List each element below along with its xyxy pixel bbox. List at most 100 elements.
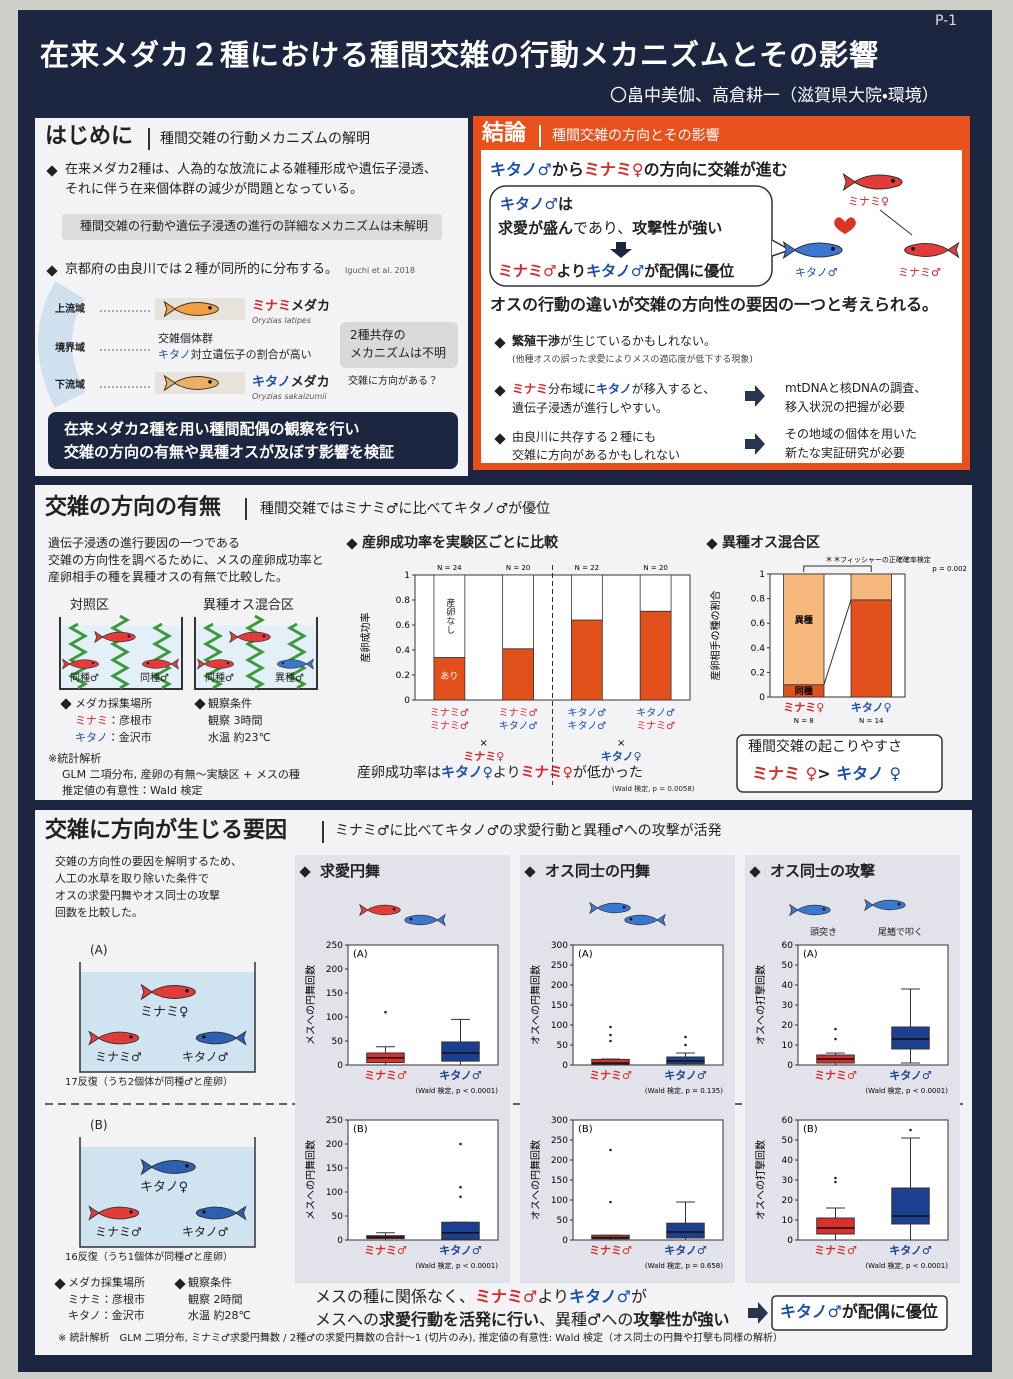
text: GLM 二項分布, 産卵の有無〜実験区 + メスの種 xyxy=(62,768,300,781)
text: ミナミ♂ xyxy=(95,1050,142,1064)
panel-label: (B) xyxy=(353,1124,368,1135)
tank xyxy=(79,1137,256,1248)
y-tick-label: 0 xyxy=(787,1061,793,1071)
fish-icon xyxy=(163,374,219,392)
bar-segment xyxy=(433,574,466,658)
outlier xyxy=(609,1025,612,1029)
text: 人工の水草を取り除いた条件で xyxy=(55,872,209,885)
arrow xyxy=(748,1302,768,1324)
fish-tail xyxy=(235,1205,247,1221)
text-line: 繁殖干渉が生じているかもしれない。 xyxy=(512,334,716,348)
text-segment: キタノ xyxy=(158,348,191,361)
y-tick-label: 0.8 xyxy=(751,595,766,605)
text: 異種オス混合区 xyxy=(203,598,295,613)
summary-box xyxy=(736,734,943,793)
text: 同種♂ xyxy=(70,673,99,684)
text: 同種♂ xyxy=(205,673,234,684)
chart: 0 50 100 150 200 250 メスへの円舞回数 (A) ミナミ♂ キタノ♂ (Wald … xyxy=(304,941,499,1095)
fish-eye xyxy=(392,907,396,911)
fish-eye xyxy=(911,247,915,251)
chart: 0 50 100 150 200 250 メスへの円舞回数 (B) ミナミ♂ キタノ♂ (Wald … xyxy=(304,1116,499,1270)
separator xyxy=(322,821,324,843)
fish-icon xyxy=(163,300,219,318)
bar-segment xyxy=(850,599,892,698)
y-axis-label: オスへの円舞回数 xyxy=(529,965,542,1045)
text-segment: キタノ xyxy=(596,382,632,396)
text-segment: が生じているかもしれない。 xyxy=(560,334,717,348)
bar-segment xyxy=(502,648,534,701)
river xyxy=(38,281,86,408)
bar-segment xyxy=(639,610,672,701)
box xyxy=(591,1058,630,1065)
y-tick-label: 1 xyxy=(759,570,765,580)
text-segment: 繁殖干渉 xyxy=(512,334,561,348)
text-segment: 求愛が盛ん xyxy=(498,219,574,237)
fish-body xyxy=(236,631,271,643)
stat-label: (Wald 検定, p < 0.0001) xyxy=(415,1261,498,1270)
fish-icon xyxy=(404,913,446,927)
y-tick-label: 0 xyxy=(759,693,765,703)
y-tick-label: 0 xyxy=(562,1061,568,1071)
female-label: キタノ♀ xyxy=(601,750,642,763)
text: メダカ採集場所 xyxy=(75,697,152,710)
x-tick-label: ミナミ♂ xyxy=(499,707,538,719)
fish-body xyxy=(195,1206,238,1220)
text-segment: ミナミ xyxy=(75,714,108,727)
bullet-diamond xyxy=(194,698,206,710)
text: 交雑に方向がある？ xyxy=(348,376,438,387)
plot-frame xyxy=(797,944,949,1066)
box xyxy=(891,1187,930,1225)
box xyxy=(816,1217,855,1235)
panel-label: (A) xyxy=(803,949,818,960)
fish-tail xyxy=(229,630,239,644)
fish-eye xyxy=(208,306,212,310)
fish-body xyxy=(404,914,439,926)
fish-eye xyxy=(129,1210,133,1214)
text-segment: が配偶に優位 xyxy=(644,262,735,280)
separator xyxy=(539,125,541,147)
y-tick-label: 200 xyxy=(326,965,343,975)
panel-label: (B) xyxy=(803,1124,818,1135)
text: ※ 統計解析 GLM 二項分布, ミナミ♂求愛円舞数 / 2種♂の求愛円舞数の合… xyxy=(58,1333,783,1344)
y-tick-label: 0.2 xyxy=(751,668,765,678)
x-tick-label: ミナミ♂ xyxy=(430,720,469,732)
text-segment: ミナミ xyxy=(512,382,549,396)
fish-tail xyxy=(140,1158,154,1176)
y-tick-label: 0.4 xyxy=(396,646,411,656)
fish-tail xyxy=(94,630,104,644)
fish-eye xyxy=(622,905,626,909)
text: 在来メダカ2種は、人為的な放流による雑種形成や遺伝子浸透、 xyxy=(65,162,437,177)
text-line: キタノ対立遺伝子の割合が高い xyxy=(158,348,312,361)
fish-eye xyxy=(208,380,212,384)
fish-body xyxy=(796,904,831,916)
chart: 0 10 20 30 40 50 60 オスへの打撃回数 (A) ミナミ♂ キタノ♂ (Wald 検定… xyxy=(754,941,949,1095)
y-tick-label: 1 xyxy=(404,571,410,581)
cross-label: × xyxy=(480,738,488,749)
y-tick-label: 250 xyxy=(326,941,343,951)
x-tick-label: ミナミ♂ xyxy=(814,1069,857,1082)
text-segment: 攻撃性が強い xyxy=(633,1310,730,1329)
zone-label: 下流域 xyxy=(55,380,85,391)
x-tick-label: ミナミ♂ xyxy=(364,1244,407,1257)
y-axis-label: オスへの打撃回数 xyxy=(754,1140,767,1220)
chart-title: 異種オス混合区 xyxy=(722,535,820,551)
bracket xyxy=(803,565,872,572)
stat-label: (Wald 検定, p < 0.0001) xyxy=(415,1086,498,1095)
fish-eye xyxy=(281,662,285,665)
fish-icon xyxy=(359,903,401,917)
fish-eye xyxy=(202,1210,206,1214)
fish-icon xyxy=(197,658,234,670)
text: 交雑の方向性を調べるために、メスの産卵成功率と xyxy=(48,553,324,567)
fish-tail xyxy=(436,913,446,927)
bullet-diamond xyxy=(494,433,506,445)
text: 交雑個体群 xyxy=(158,332,213,345)
x-tick-label: ミナミ♂ xyxy=(589,1069,632,1082)
x-tick-label: ミナミ♀ xyxy=(783,701,824,714)
fish-eye xyxy=(226,662,230,665)
text: それに伴う在来個体群の減少が問題となっている。 xyxy=(65,182,363,197)
y-tick-label: 100 xyxy=(326,1013,343,1023)
fish-eye xyxy=(262,634,266,638)
y-tick-label: 150 xyxy=(551,1176,568,1186)
y-tick-label: 0.8 xyxy=(396,596,411,606)
